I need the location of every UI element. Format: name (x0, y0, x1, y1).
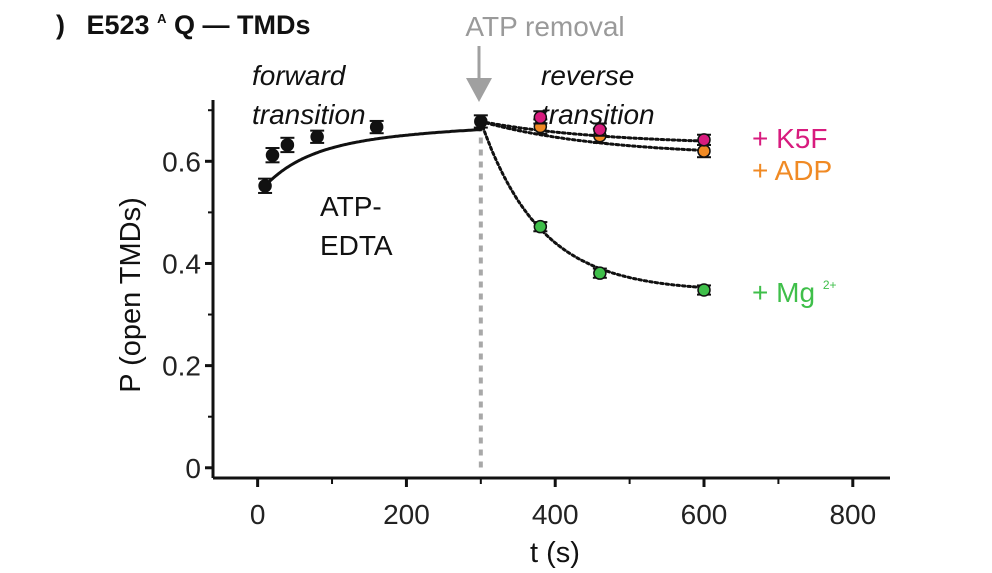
data-point-adp (697, 144, 711, 158)
fit-curve-adp (479, 120, 706, 152)
forward-line1: forward (252, 60, 347, 91)
data-point-mg (533, 219, 548, 234)
y-tick-label-2: 0.4 (162, 248, 201, 279)
data-point-forward (258, 179, 272, 193)
y-tick-label-0: 0 (185, 453, 201, 484)
condition-annotation: ATP- EDTA (320, 191, 393, 261)
series-label-mg: + Mg 2+ (752, 277, 837, 308)
x-tick-label-4: 800 (829, 499, 876, 530)
title-part2: Q — TMDs (174, 10, 311, 40)
data-point-forward (265, 148, 280, 162)
panel-title: ) E523 A Q — TMDs (56, 0, 311, 40)
y-axis-label: P (open TMDs) (115, 197, 147, 393)
data-point-k5f (533, 110, 548, 125)
data-point-k5f (593, 122, 607, 137)
forward-line2: transition (252, 99, 366, 130)
atp-removal-arrow-head (466, 78, 492, 102)
series-label-mg-base: + Mg (752, 277, 815, 308)
forward-annotation: forward transition (252, 60, 366, 130)
data-point-mg (697, 283, 711, 297)
reverse-annotation: reverse transition (541, 60, 655, 130)
title-superscript: A (157, 11, 167, 26)
y-tick-label-1: 0.2 (162, 351, 201, 382)
data-point-forward (369, 120, 384, 134)
reverse-line1: reverse (541, 60, 634, 91)
fit-curve-forward (263, 128, 483, 188)
condition-line1: ATP- (320, 191, 382, 222)
fit-curve-mg (479, 120, 706, 290)
data-point-k5f (697, 133, 711, 147)
axes: 0 0.2 0.4 0.6 0 200 400 600 800 (162, 100, 890, 530)
title-part1: E523 (87, 10, 150, 40)
x-tick-label-0: 0 (250, 499, 266, 530)
data-point-forward (310, 130, 324, 144)
panel-letter: ) (56, 10, 65, 40)
y-tick-label-3: 0.6 (162, 146, 201, 177)
x-tick-label-2: 400 (532, 499, 579, 530)
x-tick-label-1: 200 (383, 499, 430, 530)
x-tick-label-3: 600 (681, 499, 728, 530)
data-point-forward (280, 138, 295, 152)
fit-curve-k5f (479, 120, 706, 143)
data-point-mg (593, 266, 607, 280)
x-axis-label: t (s) (530, 537, 580, 569)
data-point-forward (474, 114, 488, 129)
series-label-mg-sup: 2+ (823, 278, 837, 292)
plot-area (258, 110, 712, 297)
condition-line2: EDTA (320, 230, 393, 261)
series-label-adp: + ADP (752, 155, 832, 186)
atp-removal-label: ATP removal (465, 11, 624, 42)
series-label-k5f: + K5F (752, 123, 827, 154)
